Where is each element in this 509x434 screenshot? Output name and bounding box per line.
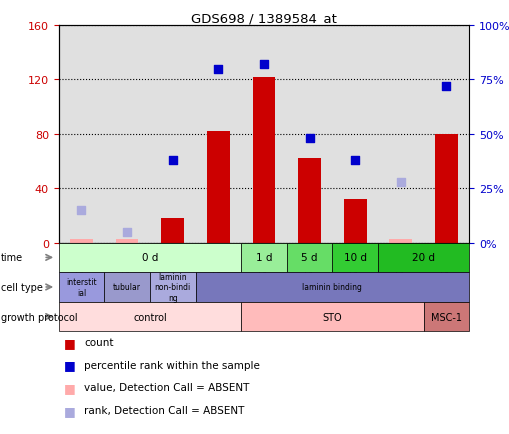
Text: control: control [133, 312, 166, 322]
Bar [207, 132, 229, 243]
Bar [252, 78, 275, 243]
Point [214, 66, 222, 73]
Point [350, 157, 358, 164]
Bar [298, 159, 320, 243]
Text: 0 d: 0 d [142, 253, 158, 263]
Text: value, Detection Call = ABSENT: value, Detection Call = ABSENT [84, 383, 249, 392]
Text: cell type: cell type [1, 283, 43, 292]
Bar [116, 239, 138, 243]
Bar [343, 200, 366, 243]
Text: laminin
non-bindi
ng: laminin non-bindi ng [154, 273, 190, 302]
Text: percentile rank within the sample: percentile rank within the sample [84, 360, 260, 370]
Text: count: count [84, 338, 114, 347]
Text: 5 d: 5 d [301, 253, 317, 263]
Text: 20 d: 20 d [411, 253, 434, 263]
Text: tubular: tubular [113, 283, 141, 292]
Text: MSC-1: MSC-1 [430, 312, 461, 322]
Text: STO: STO [322, 312, 342, 322]
Text: laminin binding: laminin binding [302, 283, 361, 292]
Text: ■: ■ [64, 381, 75, 394]
Point [441, 83, 449, 90]
Point [168, 157, 177, 164]
Title: GDS698 / 1389584_at: GDS698 / 1389584_at [190, 12, 336, 25]
Point [77, 207, 86, 214]
Bar [388, 239, 411, 243]
Text: time: time [1, 253, 23, 263]
Text: ■: ■ [64, 358, 75, 372]
Point [396, 179, 404, 186]
Text: ■: ■ [64, 404, 75, 417]
Text: growth protocol: growth protocol [1, 312, 77, 322]
Point [123, 229, 131, 236]
Text: 10 d: 10 d [343, 253, 366, 263]
Bar [434, 135, 457, 243]
Bar [70, 239, 93, 243]
Point [305, 135, 313, 142]
Text: ■: ■ [64, 336, 75, 349]
Bar [161, 219, 184, 243]
Text: rank, Detection Call = ABSENT: rank, Detection Call = ABSENT [84, 405, 244, 415]
Text: 1 d: 1 d [255, 253, 272, 263]
Point [260, 62, 268, 69]
Text: interstit
ial: interstit ial [66, 278, 97, 297]
